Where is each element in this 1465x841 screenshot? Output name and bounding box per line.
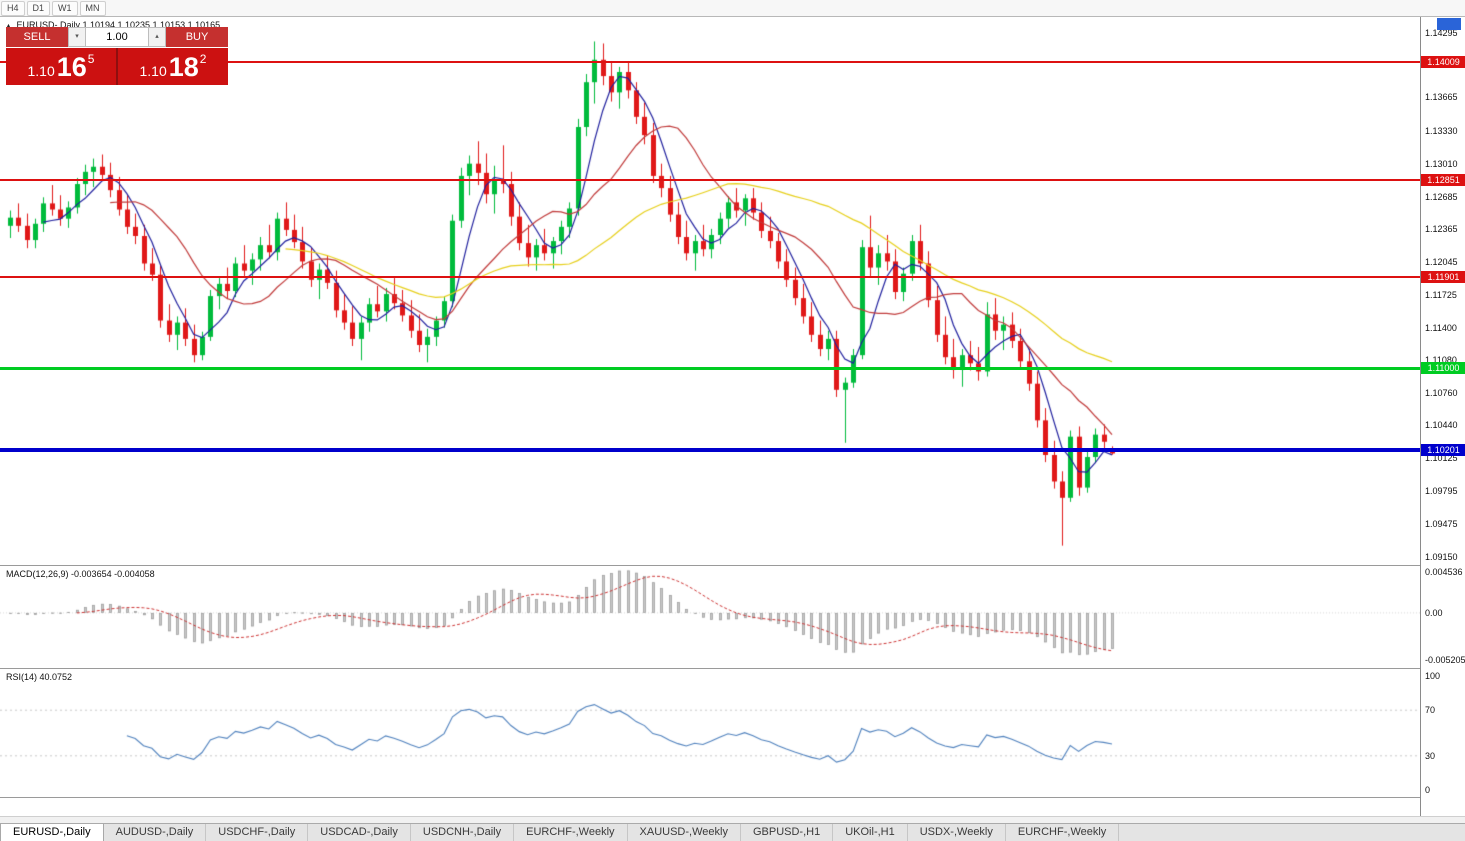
price-tick-label: 1.13010 [1425, 158, 1458, 169]
macd-axis-label: 0.00 [1425, 607, 1443, 618]
timeframe-button-h4[interactable]: H4 [1, 0, 25, 16]
volume-input[interactable] [86, 27, 148, 47]
ask-price-pipette: 2 [199, 51, 207, 66]
rsi-pane-divider [0, 668, 1420, 669]
chart-symbol-label: EURUSD-,Daily [16, 20, 80, 30]
price-tick-label: 1.10125 [1425, 452, 1458, 463]
price-tick-label: 1.12685 [1425, 191, 1458, 202]
one-click-trading-panel: SELL ▾ ▴ BUY 1.10 16 5 1.10 18 2 [6, 27, 228, 85]
date-axis-divider [0, 797, 1420, 798]
macd-axis-label: -0.005205 [1425, 654, 1465, 665]
price-tick-label: 1.11080 [1425, 355, 1457, 366]
resistance-line-1-price-tag: 1.14009 [1421, 55, 1465, 68]
chart-ohlc-values: 1.10194 1.10235 1.10153 1.10165 [82, 20, 221, 30]
price-tick-label: 1.09475 [1425, 518, 1458, 529]
current-level-line-blue[interactable] [0, 447, 1420, 452]
axis-corner-indicator [1437, 18, 1461, 30]
chart-tab-bar: EURUSD-,Daily AUDUSD-,Daily USDCHF-,Daily U… [0, 823, 1465, 841]
rsi-axis-label: 30 [1425, 750, 1436, 761]
chart-tab-3[interactable]: USDCAD-,Daily [308, 824, 411, 841]
timeframe-button-d1[interactable]: D1 [26, 0, 51, 16]
chevron-up-icon: ▴ [155, 33, 159, 40]
chart-tab-7[interactable]: GBPUSD-,H1 [741, 824, 834, 841]
volume-increase-button[interactable]: ▴ [148, 27, 166, 47]
price-tick-label: 1.11400 [1425, 322, 1457, 333]
ask-price-big-digits: 18 [168, 51, 199, 82]
chart-tab-0[interactable]: EURUSD-,Daily [0, 824, 104, 841]
volume-decrease-button[interactable]: ▾ [68, 27, 86, 47]
price-axis[interactable]: 1.142951.139801.136651.133301.130101.126… [1420, 17, 1465, 816]
chart-tab-9[interactable]: USDX-,Weekly [908, 824, 1006, 841]
macd-axis-label: 0.004536 [1425, 566, 1463, 577]
timeframe-toolbar: H4 D1 W1 MN [0, 0, 1465, 17]
resistance-line-3[interactable] [0, 275, 1420, 278]
chart-tab-1[interactable]: AUDUSD-,Daily [104, 824, 207, 841]
rsi-indicator-label: RSI(14) 40.0752 [6, 672, 73, 682]
resistance-line-1[interactable] [0, 60, 1420, 63]
resistance-line-2-price-tag: 1.12851 [1421, 173, 1465, 186]
support-line-green-price-tag: 1.11000 [1421, 362, 1465, 375]
macd-pane-canvas[interactable] [0, 566, 1420, 667]
price-tick-label: 1.13665 [1425, 91, 1458, 102]
price-tick-label: 1.13330 [1425, 126, 1458, 137]
price-tick-label: 1.09795 [1425, 486, 1458, 497]
chart-title: ▲ EURUSD-,Daily 1.10194 1.10235 1.10153 … [5, 20, 220, 30]
support-line-green[interactable] [0, 366, 1420, 370]
price-tick-label: 1.11725 [1425, 289, 1457, 300]
resistance-line-3-price-tag: 1.11901 [1421, 270, 1465, 283]
chart-area[interactable]: ▲ EURUSD-,Daily 1.10194 1.10235 1.10153 … [0, 17, 1420, 833]
macd-pane-divider [0, 565, 1420, 566]
chart-tab-6[interactable]: XAUUSD-,Weekly [628, 824, 741, 841]
current-level-line-blue-price-tag: 1.10201 [1421, 443, 1465, 456]
bid-price-main: 1.10 [27, 62, 55, 79]
timeframe-button-mn[interactable]: MN [79, 0, 106, 16]
chart-tab-2[interactable]: USDCHF-,Daily [206, 824, 309, 841]
rsi-axis-label: 70 [1425, 705, 1436, 716]
rsi-axis-label: 0 [1425, 785, 1431, 795]
quote-divider [116, 48, 118, 85]
price-tick-label: 1.12365 [1425, 224, 1458, 235]
ask-price-display[interactable]: 1.10 18 2 [118, 48, 228, 85]
chart-tab-8[interactable]: UKOil-,H1 [833, 824, 908, 841]
chevron-down-icon: ▾ [75, 33, 79, 40]
price-tick-label: 1.14295 [1425, 27, 1458, 38]
price-tick-label: 1.10760 [1425, 387, 1458, 398]
chart-tab-4[interactable]: USDCNH-,Daily [411, 824, 515, 841]
bid-price-pipette: 5 [87, 51, 95, 66]
horizontal-scrollbar[interactable] [0, 816, 1465, 823]
resistance-line-2[interactable] [0, 178, 1420, 181]
rsi-axis-label: 100 [1425, 671, 1441, 681]
chart-tab-5[interactable]: EURCHF-,Weekly [514, 824, 628, 841]
buy-button[interactable]: BUY [166, 27, 228, 47]
bid-price-big-digits: 16 [56, 51, 87, 82]
macd-indicator-label: MACD(12,26,9) -0.003654 -0.004058 [6, 569, 155, 579]
rsi-pane-canvas[interactable] [0, 669, 1420, 797]
one-click-panel-expander-icon[interactable]: ▲ [5, 23, 12, 30]
price-tick-label: 1.10440 [1425, 420, 1458, 431]
ask-price-main: 1.10 [139, 62, 167, 79]
price-tick-label: 1.12045 [1425, 256, 1458, 267]
price-tick-label: 1.09150 [1425, 551, 1458, 562]
timeframe-button-w1[interactable]: W1 [52, 0, 78, 16]
chart-tab-10[interactable]: EURCHF-,Weekly [1006, 824, 1120, 841]
price-chart-canvas[interactable] [0, 17, 1420, 565]
bid-price-display[interactable]: 1.10 16 5 [6, 48, 116, 85]
sell-button[interactable]: SELL [6, 27, 68, 47]
